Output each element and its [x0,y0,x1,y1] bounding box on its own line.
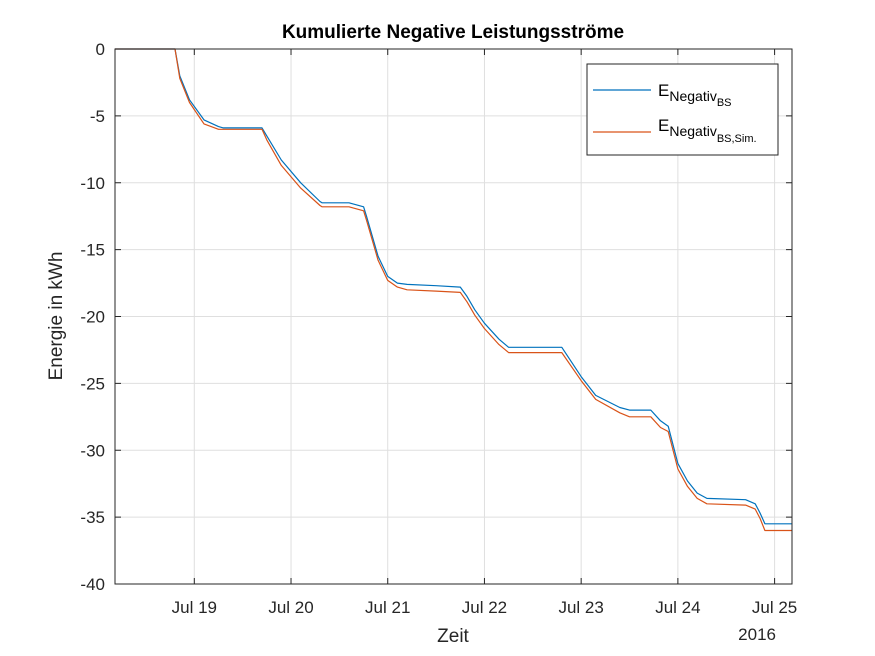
y-tick-label: -30 [80,441,105,460]
ticks: 0 -5 -10 -15 -20 -25 -30 -35 -40 Jul 19 Jul 20 Jul … [80,40,797,617]
y-tick-label: 0 [96,40,105,59]
x-tick-label: Jul 20 [268,598,313,617]
y-tick-label: -5 [90,107,105,126]
x-tick-label: Jul 24 [655,598,700,617]
y-tick-label: -10 [80,174,105,193]
y-tick-label: -35 [80,508,105,527]
x-tick-label: Jul 23 [558,598,603,617]
y-tick-label: -15 [80,241,105,260]
grid [115,48,792,585]
x-tick-label: Jul 25 [752,598,797,617]
series-line-simulated [115,48,792,532]
series-line-measured [115,48,792,525]
x-tick-label: Jul 19 [172,598,217,617]
x-year-label: 2016 [738,625,776,644]
y-tick-label: -40 [80,575,105,594]
y-tick-label: -20 [80,308,105,327]
legend-entry-simulated: ENegativBS,Sim. [658,116,757,145]
legend-box [586,63,779,156]
series-layer [115,48,792,532]
y-tick-label: -25 [80,374,105,393]
x-tick-label: Jul 22 [462,598,507,617]
legend-entry-measured: ENegativBS [658,81,732,109]
y-axis-label: Energie in kWh [46,252,67,381]
x-tick-label: Jul 21 [365,598,410,617]
legend: ENegativBS ENegativBS,Sim. [586,63,779,156]
x-axis-label: Zeit [437,626,469,647]
chart-title: Kumulierte Negative Leistungsströme [282,22,624,43]
